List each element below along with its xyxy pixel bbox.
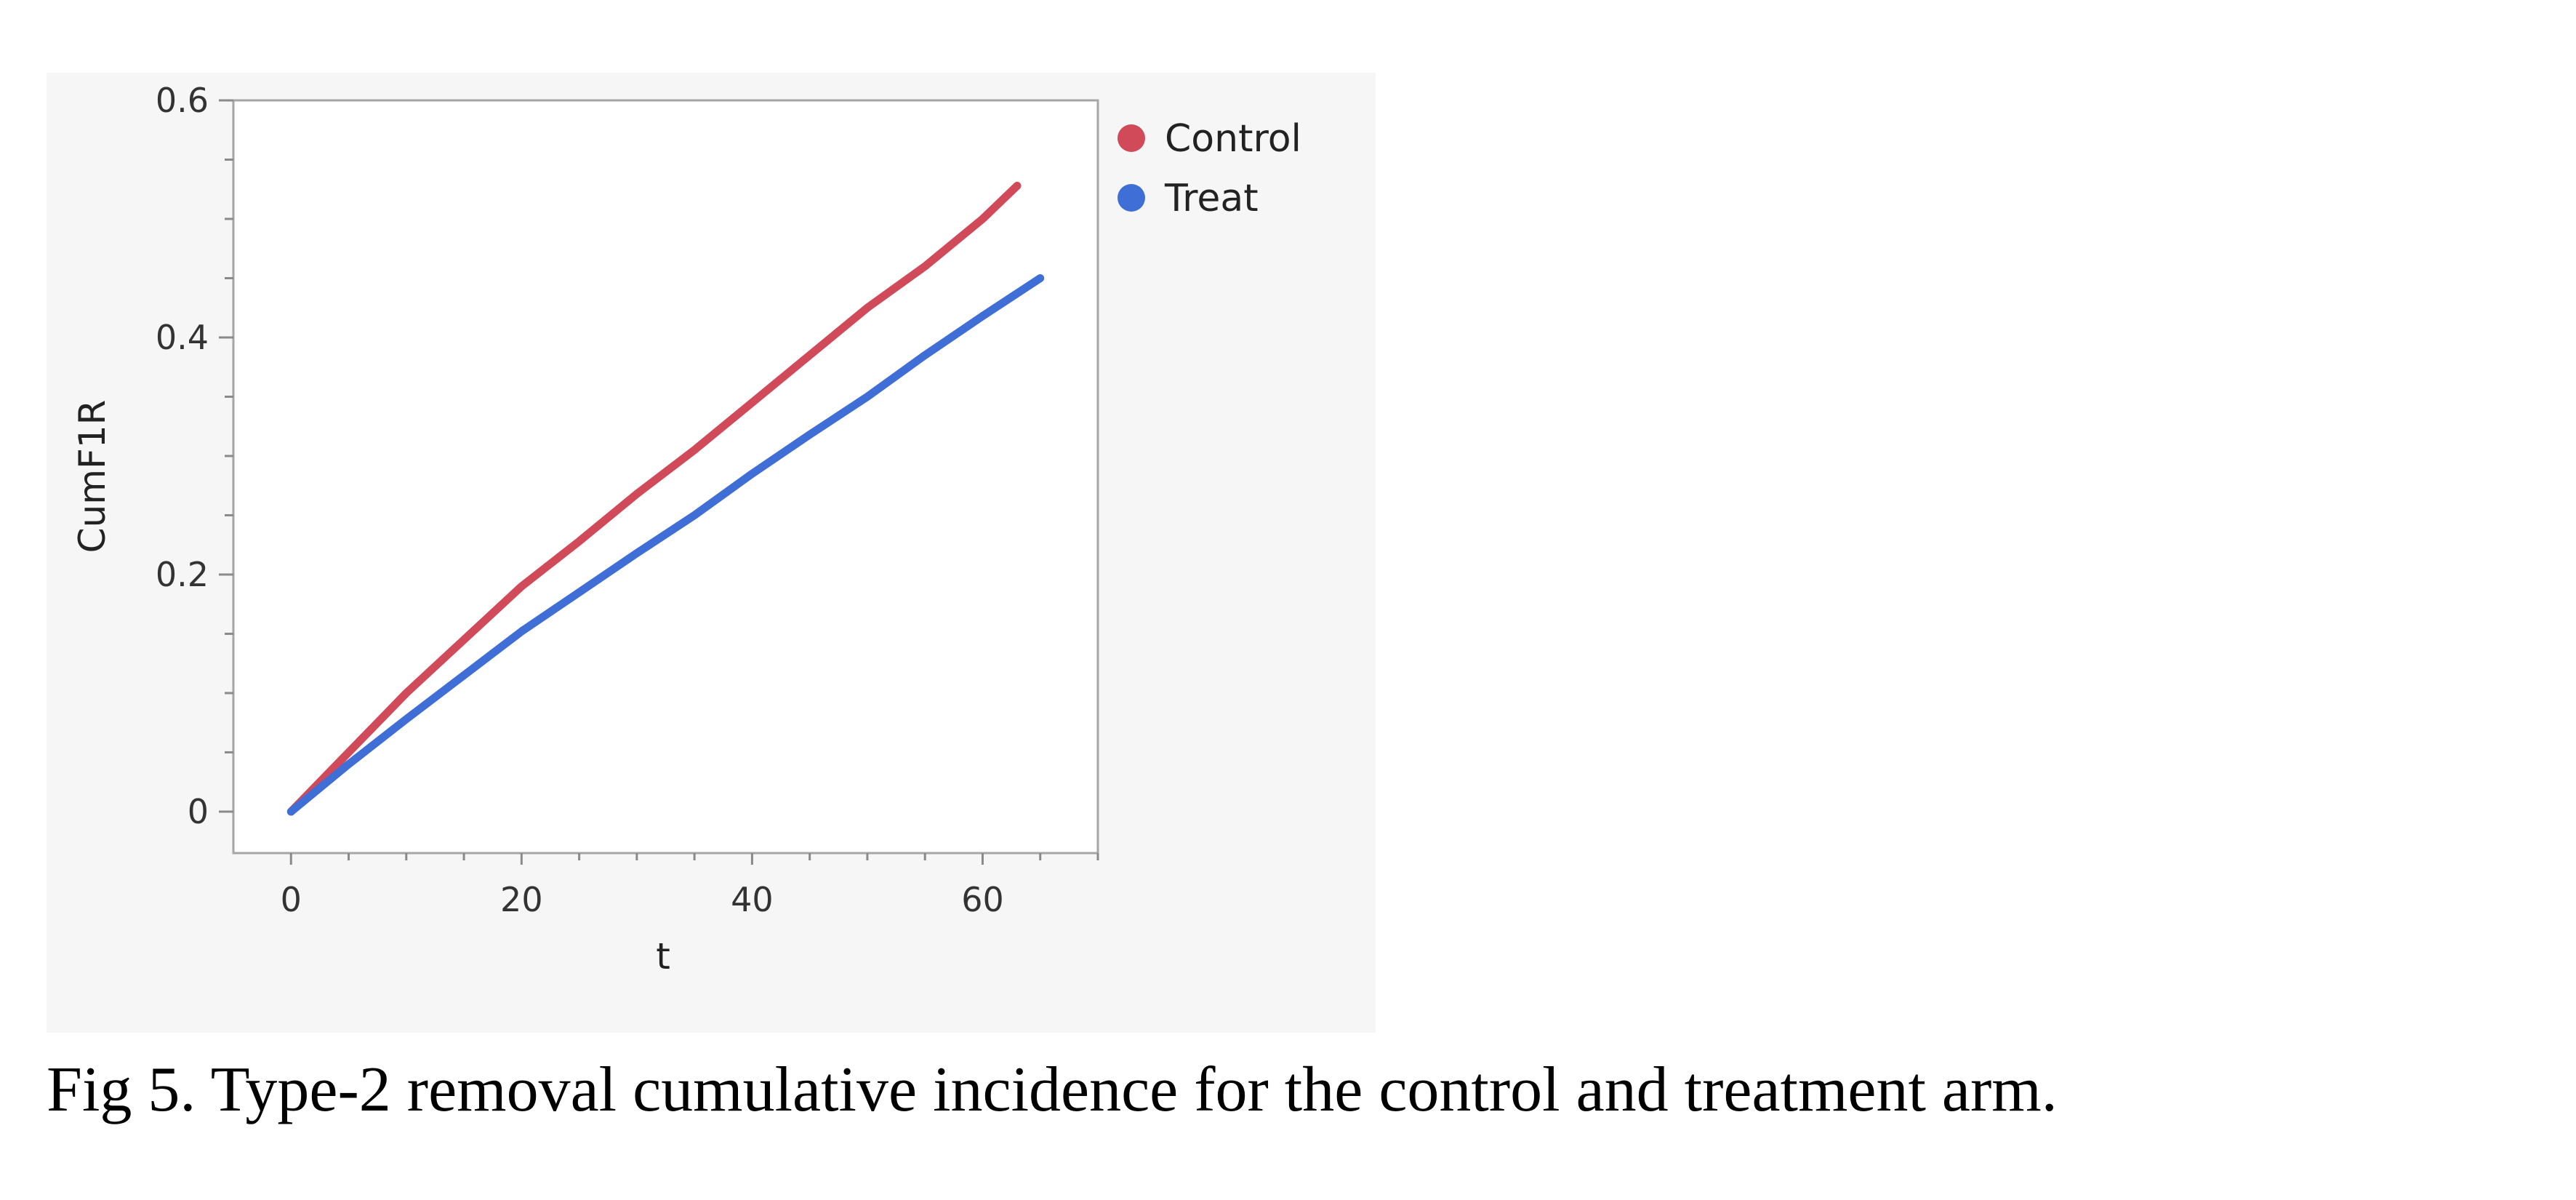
y-tick-label: 0.2 <box>156 555 209 594</box>
series-lines <box>286 181 1045 816</box>
x-tick-label: 20 <box>500 880 543 919</box>
y-tick-label: 0 <box>188 792 209 831</box>
series-line-control <box>286 181 1022 816</box>
y-tick-label: 0.6 <box>156 81 209 120</box>
x-tick-label: 40 <box>731 880 774 919</box>
y-axis-title: CumF1R <box>71 400 113 553</box>
chart-panel: 0 20 40 60 0 0.2 0.4 0.6 t CumF1R Control Treat <box>47 73 1376 1033</box>
line-chart: 0 20 40 60 0 0.2 0.4 0.6 t CumF1R Control Treat <box>71 81 1301 977</box>
x-tick-label: 0 <box>281 880 302 919</box>
x-tick-label: 60 <box>961 880 1004 919</box>
x-axis: 0 20 40 60 <box>281 853 1099 919</box>
y-tick-label: 0.4 <box>156 318 209 357</box>
legend-marker-treat <box>1118 184 1145 212</box>
legend-label-control: Control <box>1165 117 1301 161</box>
x-axis-title: t <box>656 935 670 977</box>
legend: Control Treat <box>1118 117 1301 220</box>
legend-marker-control <box>1118 124 1145 152</box>
legend-label-treat: Treat <box>1164 177 1259 220</box>
y-axis: 0 0.2 0.4 0.6 <box>156 81 233 831</box>
figure-caption: Fig 5. Type-2 removal cumulative inciden… <box>47 1055 2058 1125</box>
series-line-treat <box>286 274 1045 816</box>
